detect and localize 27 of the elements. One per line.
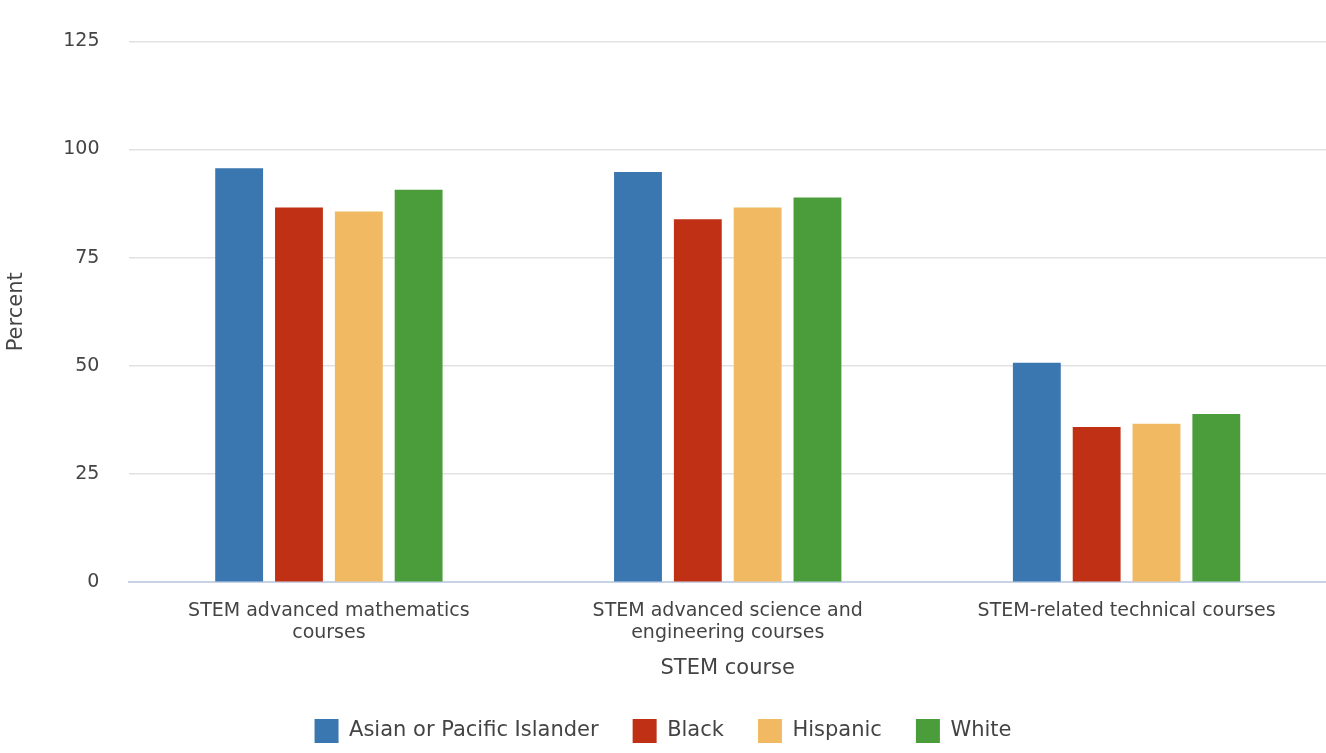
x-tick-label: STEM advanced mathematics courses: [188, 597, 470, 643]
y-tick-label: 25: [75, 460, 100, 483]
y-tick-label: 75: [75, 244, 100, 267]
bar: [614, 172, 662, 582]
bar: [394, 189, 443, 582]
bar: [215, 168, 264, 582]
y-axis-title: Percent: [3, 272, 28, 352]
bar: [1192, 413, 1241, 582]
x-tick-label: STEM advanced science and engineering courses: [592, 597, 863, 643]
y-tick-label: 100: [63, 136, 100, 159]
legend-label: Black: [667, 717, 725, 742]
legend-label: Asian or Pacific Islander: [349, 717, 599, 742]
legend-label: Hispanic: [792, 717, 882, 742]
bar: [1072, 426, 1121, 582]
y-tick-label: 125: [63, 28, 100, 51]
bar: [793, 197, 842, 582]
bar: [673, 219, 722, 582]
legend-label: White: [950, 717, 1012, 742]
bar: [334, 211, 383, 582]
bar: [733, 207, 782, 582]
y-tick-label: 0: [87, 569, 100, 592]
y-tick-label: 50: [75, 352, 100, 375]
x-tick-label: STEM-related technical courses: [977, 597, 1276, 620]
bar: [1132, 423, 1181, 582]
x-axis-title: STEM course: [660, 654, 795, 679]
bar: [275, 207, 323, 582]
bar: [1012, 362, 1061, 582]
